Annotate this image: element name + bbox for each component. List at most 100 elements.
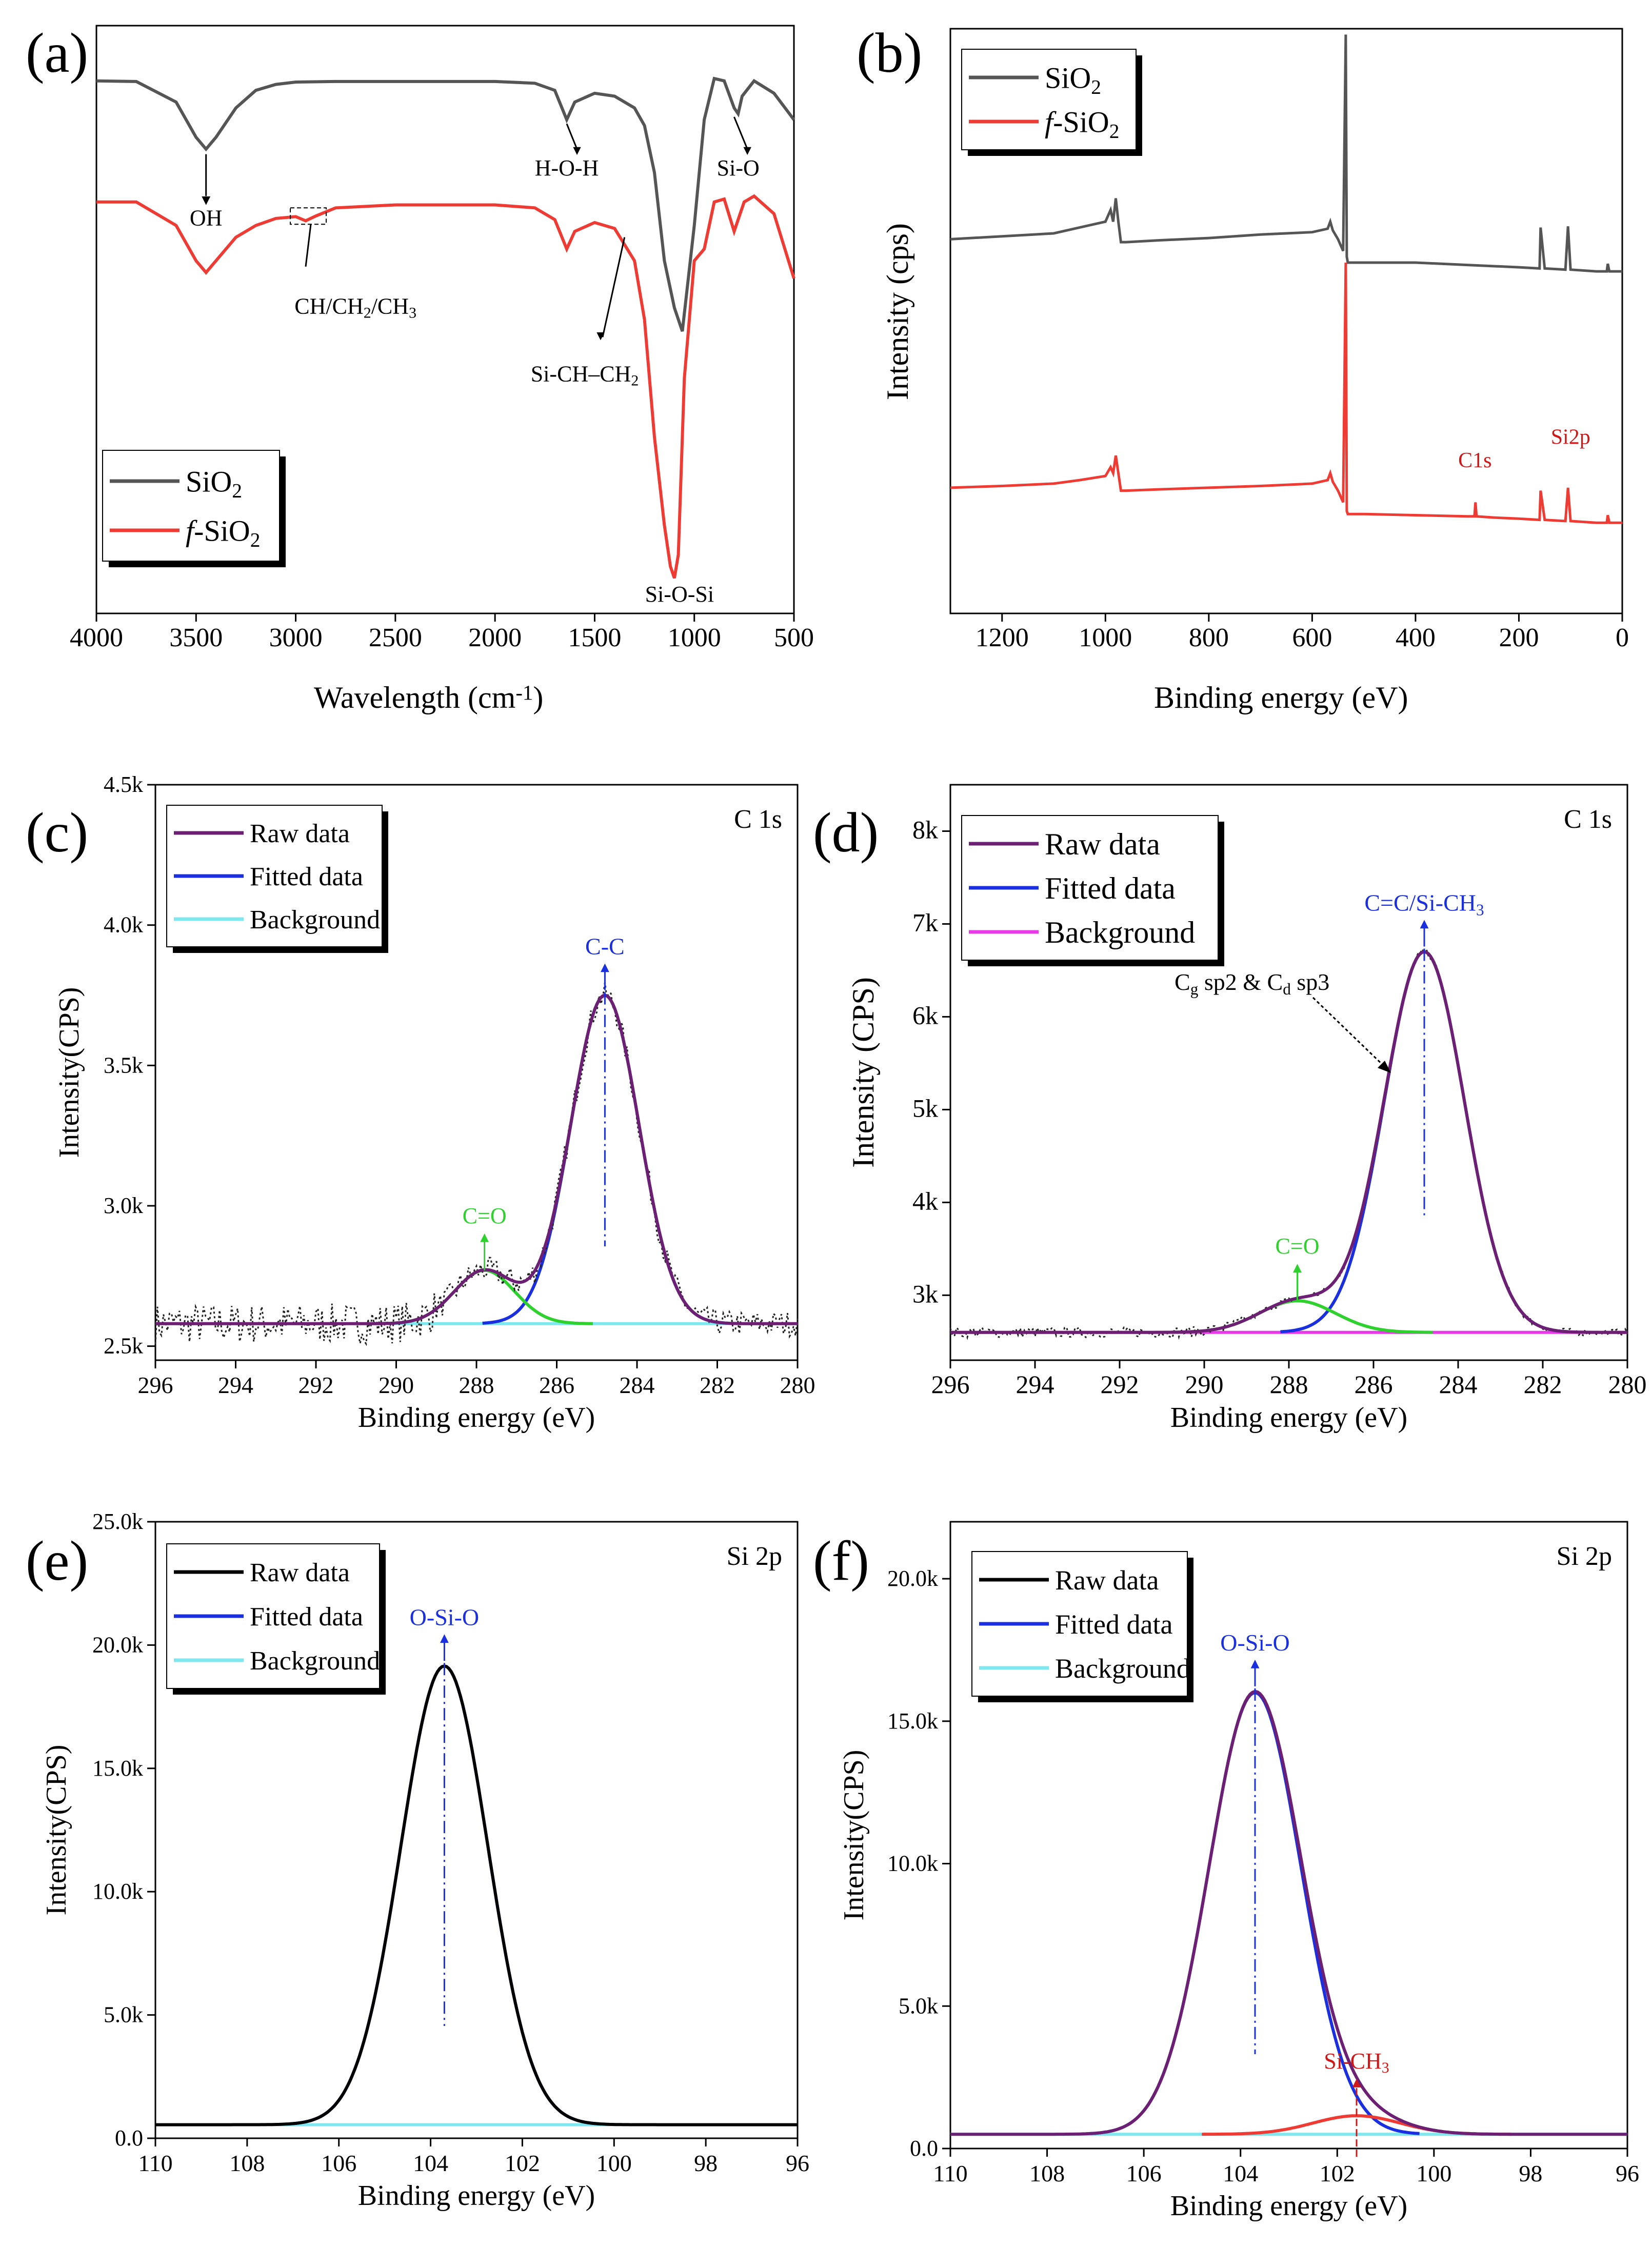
arrow-head	[1378, 1061, 1391, 1073]
panel-a: 4000 3500 3000 2500 2000 1500 1000 500 (a) Wavele…	[26, 22, 814, 714]
x-axis-label: Binding energy (eV)	[358, 1402, 595, 1434]
text-part: 2	[1091, 75, 1101, 98]
series-line	[96, 76, 795, 332]
legend-label: Fitted data	[250, 862, 363, 891]
text-part: C	[1175, 969, 1190, 995]
y-axis-label: Intensity(CPS)	[41, 1745, 72, 1916]
x-tick-label: 280	[780, 1372, 815, 1398]
legend-label: f-SiO2	[186, 514, 260, 551]
x-tick-label: 284	[1439, 1370, 1478, 1399]
annot-arrow	[305, 224, 312, 267]
legend-label: Background	[250, 905, 380, 934]
x-tick-label: 108	[1029, 2160, 1065, 2186]
text-part: g	[1190, 980, 1199, 998]
series-line	[950, 34, 1622, 273]
annot-ch: CH/CH2/CH3	[294, 294, 416, 322]
corner-label: Si 2p	[727, 1542, 782, 1571]
text-part: Raw data	[1045, 827, 1160, 861]
text-part: -SiO	[1053, 105, 1109, 138]
x-tick-label: 96	[1616, 2160, 1639, 2186]
x-tick-label: 400	[1396, 623, 1436, 652]
x-tick-label: 1000	[668, 623, 721, 652]
y-tick-label: 10.0k	[887, 1851, 938, 1876]
y-tick-label: 3.0k	[104, 1193, 143, 1218]
text-part: -1	[515, 681, 533, 704]
panel-f: 110 108 106 104 102 100 98 96 0.0 5.0k 10.0k 15.0k 2…	[813, 1521, 1639, 2222]
x-tick-label: 284	[620, 1372, 655, 1398]
arrow-head	[1250, 1659, 1260, 1668]
panel-label: (b)	[857, 22, 922, 84]
raw-data-points	[154, 982, 799, 1346]
x-tick-label: 200	[1499, 623, 1539, 652]
peak-label: C=O	[1276, 1234, 1320, 1259]
y-tick-label: 20.0k	[887, 1566, 938, 1591]
y-tick-label: 2.5k	[104, 1334, 143, 1359]
x-tick-label: 290	[379, 1372, 414, 1398]
fitted-peak	[376, 1268, 593, 1325]
y-tick-label: 8k	[912, 815, 938, 844]
x-tick-label: 288	[459, 1372, 494, 1398]
panel-c: 296 294 292 290 288 286 284 282 280 2.5k 3.0k 3.5k 4…	[26, 772, 815, 1434]
y-axis-label: Intensity (CPS)	[846, 977, 880, 1168]
x-tick-label: 98	[694, 2150, 718, 2176]
y-tick-label: 15.0k	[92, 1756, 143, 1781]
annot-sichch: Si-CH–CH2	[531, 361, 639, 389]
x-tick-label: 286	[539, 1372, 574, 1398]
y-tick-label: 4.5k	[104, 772, 143, 797]
y-tick-label: 20.0k	[92, 1632, 143, 1657]
y-tick-label: 0.0	[910, 2136, 938, 2161]
x-tick-label: 286	[1355, 1370, 1393, 1399]
legend-label: Fitted data	[1045, 871, 1176, 905]
legend-label: Fitted data	[250, 1602, 363, 1632]
annot-arrow	[602, 237, 626, 337]
annot-si2p: Si2p	[1551, 425, 1590, 449]
y-tick-label: 25.0k	[92, 1509, 143, 1534]
panel-b: 1200 1000 800 600 400 200 0 (b) Binding energy (…	[857, 22, 1629, 714]
text-part: C=C/Si-CH	[1364, 890, 1476, 916]
y-tick-label: 6k	[912, 1001, 938, 1029]
y-tick-label: 3k	[912, 1279, 938, 1308]
x-tick-label: 0	[1616, 623, 1629, 652]
envelope-line	[950, 1689, 1627, 2136]
x-tick-label: 2500	[369, 623, 422, 652]
text-part: /CH	[371, 294, 409, 319]
panel-label: (e)	[26, 1529, 88, 1592]
text-part: Background	[250, 905, 380, 934]
text-part: 3	[1476, 901, 1484, 919]
x-axis-label: Wavelength (cm-1)	[314, 681, 543, 714]
legend-label: Background	[1045, 916, 1195, 949]
arrow-head	[1293, 1264, 1302, 1272]
corner-label: Si 2p	[1557, 1542, 1612, 1571]
y-axis-label: Intensity(CPS)	[53, 987, 85, 1158]
legend-label: Raw data	[250, 1558, 350, 1587]
raw-data-points	[949, 947, 1628, 1340]
x-tick-label: 100	[596, 2150, 632, 2176]
x-tick-label: 800	[1189, 623, 1229, 652]
text-part: Wavelength (cm	[314, 681, 515, 714]
arrow-head	[1420, 920, 1429, 929]
text-part: Background	[1055, 1653, 1190, 1684]
legend-label: Fitted data	[1055, 1609, 1172, 1640]
text-part: Fitted data	[250, 1602, 363, 1632]
legend-label: f-SiO2	[1045, 105, 1119, 142]
text-part: sp3	[1291, 969, 1329, 995]
text-part: -SiO	[194, 514, 250, 547]
x-tick-label: 110	[138, 2150, 172, 2176]
arrow-head	[440, 1634, 449, 1643]
x-tick-label: 1000	[1079, 623, 1132, 652]
panel-label: (d)	[813, 801, 879, 864]
arrow-head	[480, 1233, 489, 1242]
text-part: C=O	[1276, 1234, 1320, 1259]
text-part: Fitted data	[1055, 1609, 1172, 1640]
annot-dashed-box	[290, 207, 327, 225]
annot-siosi: Si-O-Si	[645, 582, 714, 607]
text-part: Raw data	[250, 819, 350, 848]
envelope-line	[155, 993, 798, 1325]
corner-label: C 1s	[1564, 805, 1612, 834]
y-axis-label: Intensity (cps)	[881, 223, 914, 400]
x-tick-label: 288	[1270, 1370, 1308, 1399]
x-axis-label: Binding energy (eV)	[1154, 681, 1408, 714]
x-tick-label: 110	[933, 2160, 967, 2186]
x-tick-label: 102	[1320, 2160, 1355, 2186]
legend-label: Raw data	[250, 819, 350, 848]
